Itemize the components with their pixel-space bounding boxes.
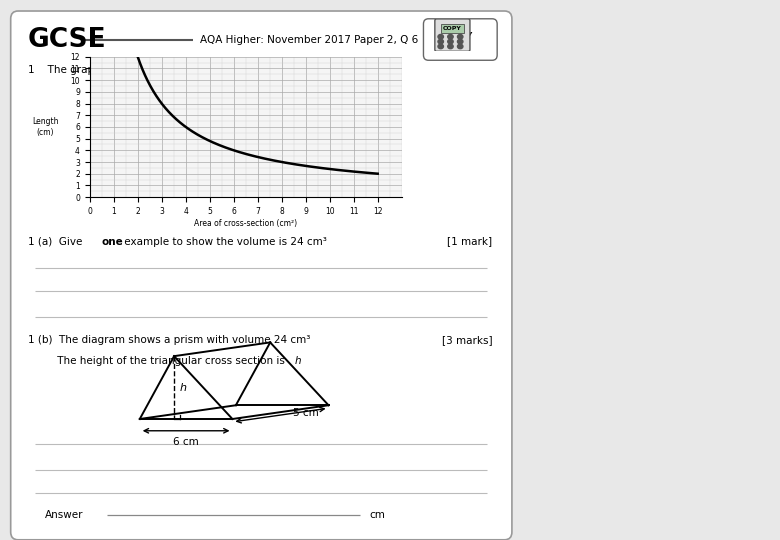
Text: Answer: Answer xyxy=(45,510,83,520)
X-axis label: Area of cross-section (cm²): Area of cross-section (cm²) xyxy=(194,219,297,227)
Circle shape xyxy=(448,39,453,44)
Circle shape xyxy=(457,39,463,44)
Circle shape xyxy=(457,35,463,39)
FancyBboxPatch shape xyxy=(424,19,497,60)
FancyBboxPatch shape xyxy=(441,24,464,33)
Circle shape xyxy=(448,44,453,49)
Text: GCSE: GCSE xyxy=(28,26,107,52)
Circle shape xyxy=(448,35,453,39)
FancyBboxPatch shape xyxy=(435,19,470,51)
Text: COPY: COPY xyxy=(448,32,473,40)
Text: 1 (a)  Give: 1 (a) Give xyxy=(28,237,86,247)
Text: one: one xyxy=(101,237,123,247)
FancyBboxPatch shape xyxy=(11,11,512,540)
Text: [1 mark]: [1 mark] xyxy=(447,237,492,247)
Text: The height of the triangular cross section is: The height of the triangular cross secti… xyxy=(28,356,288,366)
Text: [3 marks]: [3 marks] xyxy=(441,335,492,345)
Text: 6 cm: 6 cm xyxy=(173,437,199,447)
Text: AQA Higher: November 2017 Paper 2, Q 6: AQA Higher: November 2017 Paper 2, Q 6 xyxy=(200,35,418,44)
Text: 1 (b)  The diagram shows a prism with volume 24 cm³: 1 (b) The diagram shows a prism with vol… xyxy=(28,335,310,345)
Text: 5 cm: 5 cm xyxy=(292,408,318,418)
Text: example to show the volume is 24 cm³: example to show the volume is 24 cm³ xyxy=(121,237,327,247)
Circle shape xyxy=(457,44,463,49)
Circle shape xyxy=(438,35,444,39)
Circle shape xyxy=(438,44,444,49)
Text: cm: cm xyxy=(370,510,385,520)
Text: h: h xyxy=(179,382,186,393)
Text: h: h xyxy=(294,356,301,366)
Text: COPY: COPY xyxy=(443,26,462,31)
Circle shape xyxy=(438,39,444,44)
Y-axis label: Length
(cm): Length (cm) xyxy=(32,117,58,137)
Text: 1    The graph shows information about prisms with the same volume.: 1 The graph shows information about pris… xyxy=(28,65,395,76)
